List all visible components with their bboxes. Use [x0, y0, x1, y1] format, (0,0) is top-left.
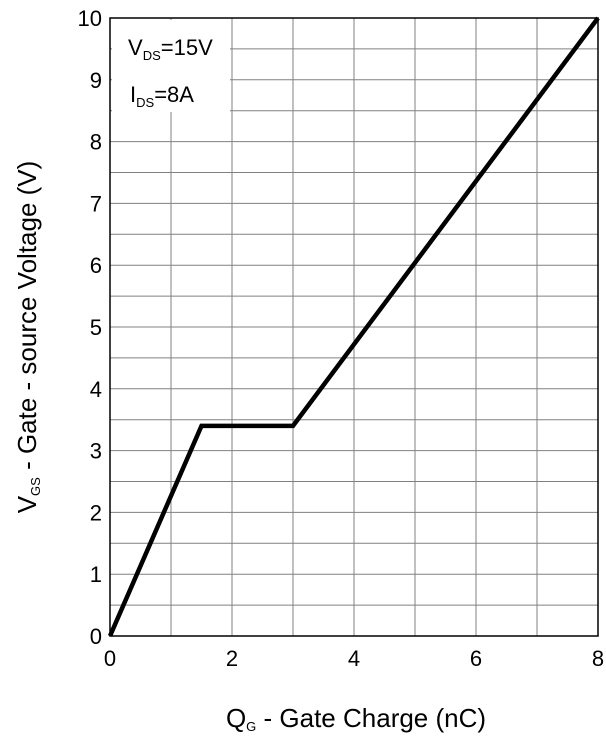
y-tick-label: 6	[90, 253, 102, 278]
annotation-box	[112, 20, 230, 112]
series-layer	[107, 16, 600, 637]
series-line-0	[107, 16, 600, 637]
grid	[110, 18, 598, 636]
annotation-vds: VDS=15V	[128, 35, 213, 63]
x-axis-title: QG - Gate Charge (nC)	[226, 703, 486, 734]
y-tick-label: 10	[78, 6, 102, 31]
y-tick-label: 9	[90, 68, 102, 93]
x-tick-label: 8	[592, 646, 604, 671]
x-tick-label: 2	[226, 646, 238, 671]
y-tick-label: 3	[90, 439, 102, 464]
y-tick-label: 2	[90, 500, 102, 525]
y-tick-label: 8	[90, 130, 102, 155]
x-tick-label: 0	[104, 646, 116, 671]
x-tick-label: 6	[470, 646, 482, 671]
x-tick-label: 4	[348, 646, 360, 671]
y-tick-labels: 0 1 2 3 4 5 6 7 8 9 10	[78, 6, 102, 649]
plot-frame	[109, 17, 599, 637]
y-tick-label: 5	[90, 315, 102, 340]
y-tick-label: 7	[90, 191, 102, 216]
x-tick-labels: 0 2 4 6 8	[104, 646, 604, 671]
y-tick-label: 0	[90, 624, 102, 649]
y-tick-label: 4	[90, 377, 102, 402]
y-tick-label: 1	[90, 562, 102, 587]
annotation-ids: IDS=8A	[130, 82, 194, 110]
y-axis-title: VGS - Gate - source Voltage (V)	[12, 161, 43, 514]
